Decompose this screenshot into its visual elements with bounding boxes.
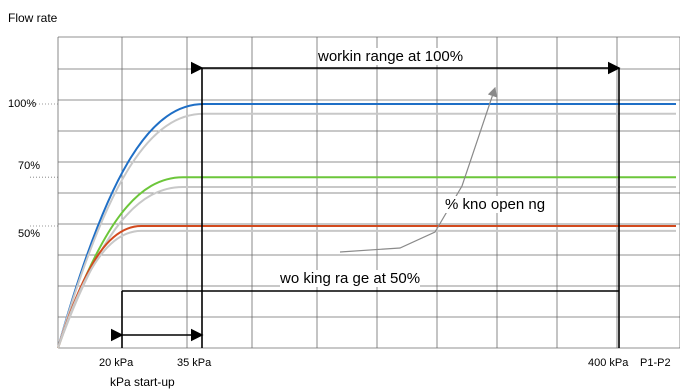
series-line — [57, 176, 676, 349]
range-arrows — [110, 61, 621, 348]
y-tick-label: 70% — [18, 160, 41, 172]
y-tick-label: 50% — [18, 228, 41, 240]
x-axis-label: P1-P2 — [640, 357, 671, 369]
series-lines — [57, 103, 676, 349]
knob-opening-pointer — [339, 86, 497, 253]
series-line — [57, 229, 676, 349]
x-tick-label: 35 kPa — [177, 357, 212, 369]
x-tick-label: 400 kPa — [588, 357, 629, 369]
y-tick-label: 100% — [8, 98, 37, 110]
working-range-100-label: workin range at 100% — [318, 48, 464, 65]
y-axis-label: Flow rate — [8, 11, 58, 25]
grid-lines — [30, 36, 680, 349]
series-line — [57, 112, 676, 349]
x-tick-label: 20 kPa — [99, 357, 134, 369]
working-range-50-label: wo king ra ge at 50% — [280, 270, 421, 287]
series-line — [57, 185, 676, 349]
knob-opening-label: % kno open ng — [445, 196, 546, 213]
series-line — [57, 225, 676, 349]
startup-label: kPa start-up — [110, 375, 175, 389]
